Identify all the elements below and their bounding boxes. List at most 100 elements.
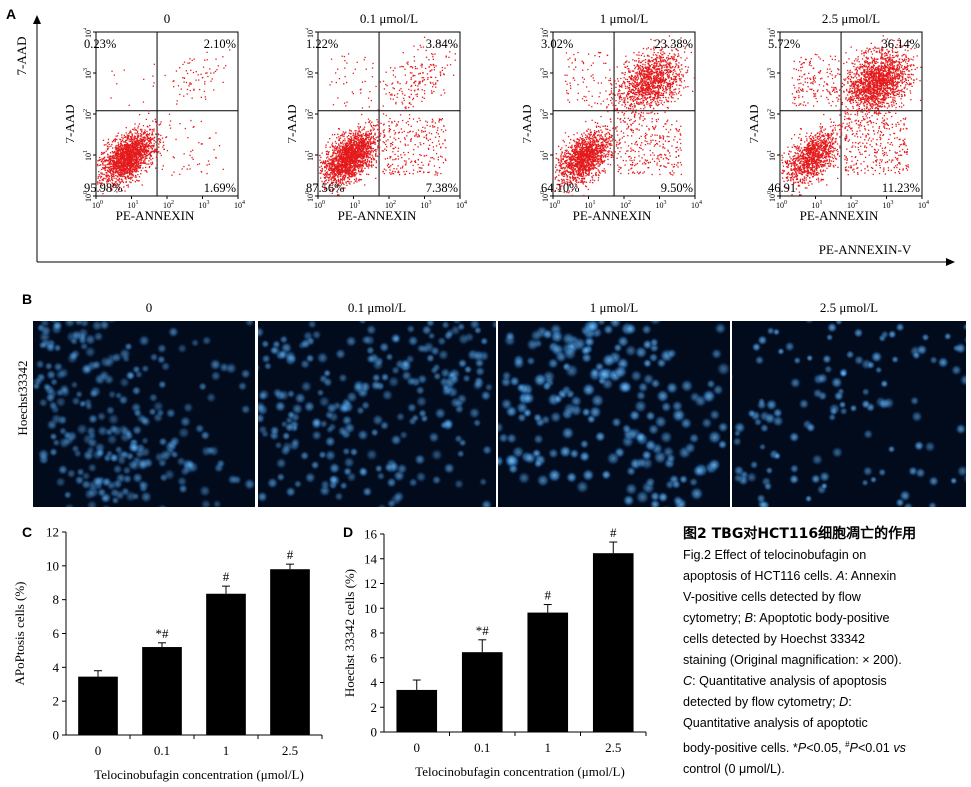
caption-line: cytometry; B: Apoptotic body-positive [683,611,890,625]
y-tick-label: 10 [46,558,59,573]
y-tick-label: 103 [305,68,315,79]
bar [396,689,438,732]
y-tick-label: 104 [305,28,315,38]
y-tick-label: 100 [305,191,315,202]
quadrant-lr: 9.50% [661,181,693,195]
flow-x-label: PE-ANNEXIN [116,208,195,223]
quadrant-ll: 46.91 [768,181,796,195]
caption-body: Fig.2 Effect of telocinobufagin on apopt… [683,545,955,780]
caption-line: C: Quantitative analysis of apoptosis [683,674,887,688]
y-tick-label: 102 [83,109,93,120]
x-tick-label: 2.5 [282,743,298,758]
y-tick-label: 103 [767,68,777,79]
x-tick-label: 0.1 [474,740,490,755]
caption-line: body-positive cells. *P<0.05, #P<0.01 vs [683,740,906,756]
flow-y-label: 7-AAD [750,105,761,144]
panel-a-letter: A [6,6,17,22]
quadrant-ur: 36.14% [881,37,920,51]
apoptosis-bar-chart: 0 2 4 6 8 10 12 0 0.1 *# 1 #2.5 # Telocinobufagin con… [12,525,323,782]
figure-caption: 图2 TBG对HCT116细胞凋亡的作用 Fig.2 Effect of tel… [683,524,955,780]
x-tick-label: 102 [847,200,858,210]
y-tick-label: 103 [540,68,550,79]
event-dots [781,35,922,196]
flow-condition-label: 2.5 μmol/L [821,11,881,26]
y-tick-label: 101 [305,150,315,161]
nuclei [732,321,966,507]
x-tick-label: 0.1 [154,743,170,758]
hoechst-stain-label: Hoechst33342 [15,360,30,436]
y-tick-label: 100 [767,191,777,202]
x-tick-label: 101 [585,200,596,210]
y-tick-label: 6 [371,650,378,665]
y-tick-label: 100 [540,191,550,202]
y-tick-label: 0 [53,728,60,743]
bar [270,569,310,735]
flow-y-label: 7-AAD [66,105,77,144]
significance-mark: # [287,547,294,562]
panel-a-x-axis-label: PE-ANNEXIN-V [818,242,912,257]
y-tick-label: 102 [305,109,315,120]
panel-b-letter: B [22,291,33,307]
panel-d-letter: D [343,524,354,540]
micro-condition-2: 1 μmol/L [589,300,639,315]
flow-x-label: PE-ANNEXIN [338,208,417,223]
quadrant-lr: 1.69% [204,181,236,195]
x-tick-label: 0 [414,740,421,755]
hoechst-bar-chart: 0 2 4 6 8 10 12 14 16 0 0.1 *# 1 #2.5 # Telocinobufagin… [342,525,647,779]
x-tick-label: 104 [456,200,467,210]
y-tick-label: 12 [46,525,59,540]
caption-line: detected by flow cytometry; D: [683,695,852,709]
event-dots [319,36,456,196]
flow-condition-label: 0 [163,11,171,26]
x-tick-label: 1 [545,740,552,755]
flow-condition-label: 0.1 μmol/L [359,11,419,26]
y-tick-label: 14 [364,551,378,566]
y-tick-label: 102 [767,109,777,120]
caption-title-zh: 图2 TBG对HCT116细胞凋亡的作用 [683,526,917,542]
quadrant-ul: 1.22% [306,37,338,51]
x-tick-label: 101 [350,200,361,210]
nuclei [258,321,496,507]
quadrant-ll: 95.98% [84,181,123,195]
quadrant-lr: 11.23% [882,181,920,195]
x-tick-label: 102 [385,200,396,210]
significance-mark: *# [156,626,170,641]
micrograph-1 [258,321,496,507]
x-tick-label: 102 [620,200,631,210]
x-tick-label: 103 [421,200,432,210]
y-tick-label: 12 [364,576,377,591]
x-tick-label: 103 [199,200,210,210]
bar [142,647,182,735]
y-tick-label: 104 [540,28,550,38]
x-tick-label: 103 [656,200,667,210]
quadrant-lr: 7.38% [426,181,458,195]
micrograph-0 [33,321,255,507]
caption-line: apoptosis of HCT116 cells. A: Annexin [683,569,897,583]
micro-condition-1: 0.1 μmol/L [347,300,407,315]
quadrant-ul: 0.23% [84,37,116,51]
significance-mark: # [223,569,230,584]
x-tick-label: 2.5 [605,740,621,755]
y-tick-label: 16 [364,527,378,542]
y-tick-label: 103 [83,68,93,79]
bar [527,612,569,732]
quadrant-ur: 23.38% [654,37,693,51]
x-tick-label: 100 [314,200,325,210]
significance-mark: *# [476,623,490,638]
y-tick-label: 8 [53,592,60,607]
x-tick-label: 104 [918,200,929,210]
x-tick-label: 1 [223,743,230,758]
flow-y-label: 7-AAD [523,105,534,144]
y-tick-label: 6 [53,626,60,641]
flow-x-label: PE-ANNEXIN [800,208,879,223]
micro-condition-0: 0 [145,300,153,315]
x-axis-label: Telocinobufagin concentration (μmol/L) [415,764,625,779]
bar [592,553,634,732]
x-tick-label: 101 [128,200,139,210]
y-tick-label: 2 [371,700,378,715]
x-tick-label: 102 [163,200,174,210]
bar [461,652,503,732]
x-tick-label: 103 [883,200,894,210]
